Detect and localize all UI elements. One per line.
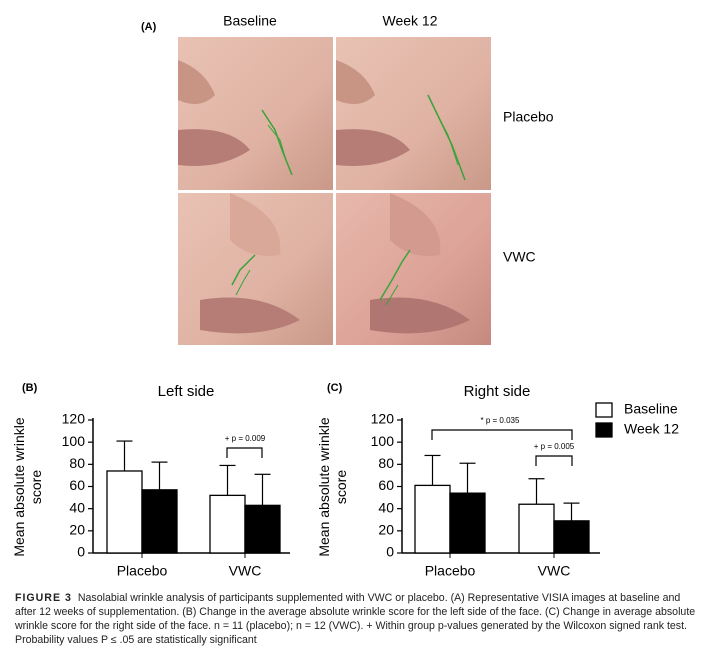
bar — [414, 484, 451, 554]
legend-label: Week 12 — [624, 421, 679, 437]
y-tick-label: 60 — [69, 477, 85, 493]
y-tick-label: 100 — [371, 433, 395, 449]
y-tick-label: 60 — [378, 477, 394, 493]
bar — [518, 503, 555, 554]
caption-text: Nasolabial wrinkle analysis of participa… — [15, 592, 696, 646]
bar — [106, 470, 143, 554]
panel-label: (A) — [141, 21, 157, 33]
photo — [178, 193, 333, 345]
panel-label: (C) — [327, 382, 343, 394]
column-header: Baseline — [223, 13, 277, 29]
row-label: Placebo — [503, 109, 554, 125]
bar — [449, 492, 486, 554]
y-tick-label: 20 — [69, 522, 85, 538]
photo — [336, 37, 491, 190]
legend-swatch — [595, 422, 613, 438]
photo — [336, 193, 491, 345]
bar — [209, 494, 246, 554]
y-tick-label: 80 — [69, 455, 85, 471]
chart-title: Right side — [464, 383, 531, 400]
panel-label: (B) — [22, 382, 38, 394]
chart-title: Left side — [158, 383, 215, 400]
y-tick-label: 40 — [69, 499, 85, 515]
p-value-annotation: + p = 0.009 — [225, 434, 266, 443]
column-header: Week 12 — [383, 13, 438, 29]
bar — [553, 520, 590, 554]
photo — [178, 37, 333, 190]
row-label: VWC — [503, 249, 536, 265]
significance-bracket — [431, 429, 573, 440]
x-tick-label: Placebo — [425, 563, 476, 579]
x-tick-label: VWC — [229, 563, 262, 579]
y-tick-label: 20 — [378, 522, 394, 538]
x-tick-label: Placebo — [117, 563, 168, 579]
y-tick-label: 40 — [378, 499, 394, 515]
y-tick-label: 0 — [77, 544, 85, 560]
bar — [141, 489, 178, 554]
caption: FIGURE 3 Nasolabial wrinkle analysis of p… — [15, 591, 700, 647]
y-tick-label: 100 — [62, 433, 86, 449]
significance-bracket — [226, 447, 263, 458]
y-tick-label: 120 — [62, 411, 86, 427]
significance-bracket — [535, 455, 573, 466]
bar — [244, 504, 281, 554]
x-tick-label: VWC — [538, 563, 571, 579]
y-axis-label: Mean absolute wrinkle score — [11, 417, 44, 557]
legend-swatch — [595, 402, 613, 418]
legend-label: Baseline — [624, 401, 678, 417]
caption-label: FIGURE 3 — [15, 592, 72, 604]
y-axis-label: Mean absolute wrinkle score — [316, 417, 349, 557]
y-tick-label: 80 — [378, 455, 394, 471]
y-tick-label: 120 — [371, 411, 395, 427]
p-value-annotation: * p = 0.035 — [481, 416, 520, 425]
y-tick-label: 0 — [386, 544, 394, 560]
p-value-annotation: + p = 0.005 — [534, 442, 575, 451]
